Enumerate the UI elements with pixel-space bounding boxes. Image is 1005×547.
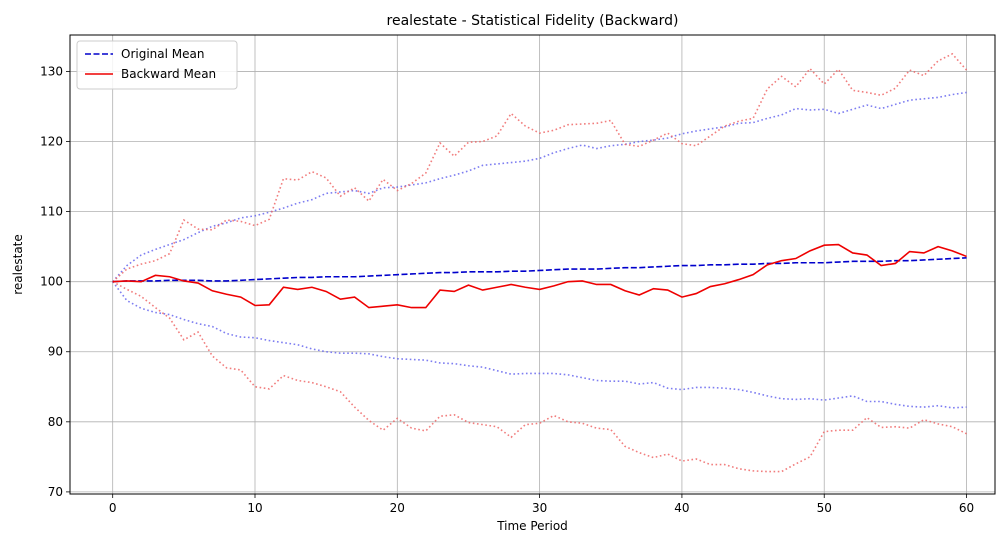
y-tick-label: 70 — [48, 485, 63, 499]
x-tick-label: 60 — [959, 501, 974, 515]
axis-ticks: 0 10 20 30 40 50 60 70 80 90 100 110 120 130 — [40, 64, 974, 515]
band-line-2 — [112, 91, 967, 283]
y-axis-label: realestate — [11, 234, 25, 295]
band-line-3 — [112, 281, 967, 409]
series-line-backward-mean — [112, 243, 967, 309]
band-line-4 — [112, 52, 968, 283]
series-line-original-mean — [112, 257, 967, 283]
y-tick-label: 110 — [40, 205, 63, 219]
x-axis-label: Time Period — [496, 519, 568, 533]
legend: Original Mean Backward Mean — [76, 40, 238, 90]
x-tick-label: 10 — [247, 501, 262, 515]
legend-box — [76, 40, 238, 90]
y-tick-label: 100 — [40, 275, 63, 289]
x-tick-label: 20 — [390, 501, 405, 515]
y-tick-label: 80 — [48, 415, 63, 429]
y-tick-label: 90 — [48, 345, 63, 359]
x-tick-label: 0 — [109, 501, 117, 515]
x-tick-label: 30 — [532, 501, 547, 515]
x-tick-label: 40 — [674, 501, 689, 515]
y-tick-label: 120 — [40, 135, 63, 149]
grid-lines — [70, 35, 995, 494]
x-tick-label: 50 — [817, 501, 832, 515]
legend-label: Original Mean — [121, 47, 204, 61]
plot-frame — [69, 34, 996, 495]
series-lines — [112, 52, 968, 473]
y-tick-label: 130 — [40, 64, 63, 78]
chart-title: realestate - Statistical Fidelity (Backw… — [387, 13, 679, 29]
legend-label: Backward Mean — [121, 67, 216, 81]
